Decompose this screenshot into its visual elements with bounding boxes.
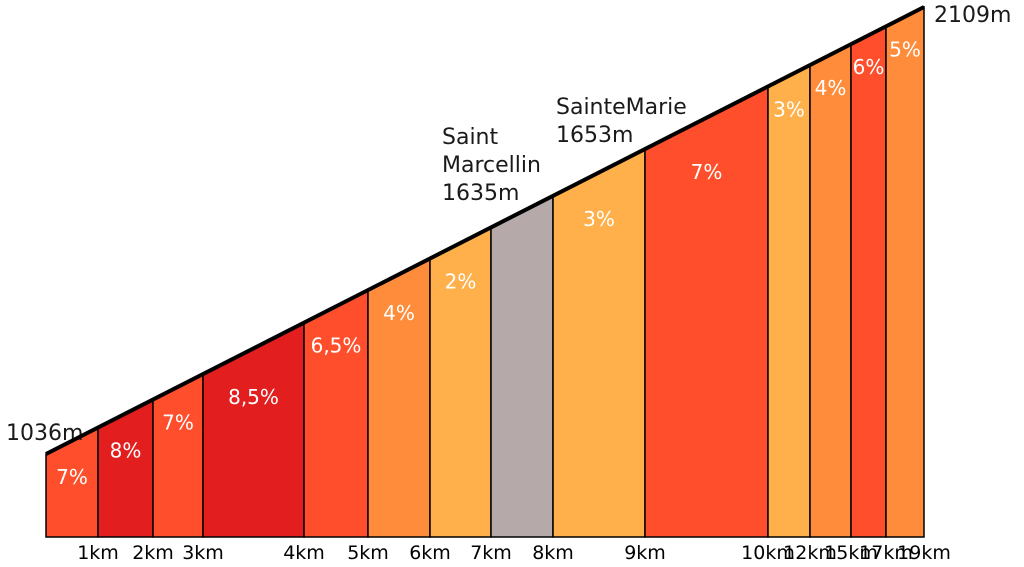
grade-segment-14 (885, 5, 925, 538)
x-tick-label-4: 4km (283, 542, 325, 564)
x-tick-label-1: 1km (77, 542, 119, 564)
grade-segment-2 (97, 398, 154, 538)
grade-segment-4 (202, 321, 305, 538)
annotations: 1036m 2109m Saint Marcellin 1635m Sainte… (6, 3, 1011, 446)
end-altitude-label: 2109m (934, 3, 1011, 28)
sainte-marie-label-line2: 1653m (556, 123, 633, 148)
grade-label-13: 6% (853, 55, 885, 79)
profile-crest-line (45, 5, 925, 456)
x-tick-label-3: 3km (182, 542, 224, 564)
x-tick-label-7: 7km (470, 542, 512, 564)
x-tick-label-6: 6km (409, 542, 451, 564)
sainte-marie-label-line1: SainteMarie (556, 95, 687, 120)
grade-segment-8 (490, 194, 554, 538)
grade-label-9: 3% (583, 207, 615, 231)
grade-label-2: 8% (110, 439, 142, 463)
grade-label-5: 6,5% (311, 334, 362, 358)
grade-label-12: 4% (815, 76, 847, 100)
x-tick-label-8: 8km (532, 542, 574, 564)
x-tick-label-11: 12km (783, 542, 837, 564)
grade-label-3: 7% (162, 411, 194, 435)
grade-label-6: 4% (383, 301, 415, 325)
saint-marcellin-label-line1: Saint (442, 125, 499, 150)
x-tick-label-13: 17km (859, 542, 913, 564)
grade-label-4: 8,5% (228, 385, 279, 409)
grade-label-14: 5% (889, 37, 921, 61)
grade-segment-11 (767, 63, 811, 538)
grade-label-11: 3% (773, 97, 805, 121)
grade-segment-10 (644, 85, 769, 538)
x-tick-label-14: 19km (897, 542, 951, 564)
grade-segment-5 (303, 288, 369, 538)
grade-labels: 7%8%7%8,5%6,5%4%2%3%7%3%4%6%5% (56, 37, 921, 489)
grade-segment-3 (152, 372, 204, 538)
grade-label-7: 2% (445, 270, 477, 294)
x-axis-tick-labels: 1km 2km 3km 4km 5km 6km 7km 8km 9km 10km12km15km1… (77, 542, 951, 564)
grade-segment-13 (850, 25, 887, 538)
saint-marcellin-label-line2: Marcellin (442, 153, 541, 178)
x-tick-label-10: 10km (741, 542, 795, 564)
saint-marcellin-label-line3: 1635m (442, 181, 519, 206)
grade-segments (45, 5, 925, 538)
x-tick-label-9: 9km (624, 542, 666, 564)
x-tick-label-12: 15km (824, 542, 878, 564)
grade-label-1: 7% (56, 465, 88, 489)
grade-segment-12 (809, 42, 852, 538)
x-tick-label-2: 2km (132, 542, 174, 564)
grade-label-10: 7% (691, 160, 723, 184)
x-tick-label-5: 5km (347, 542, 389, 564)
